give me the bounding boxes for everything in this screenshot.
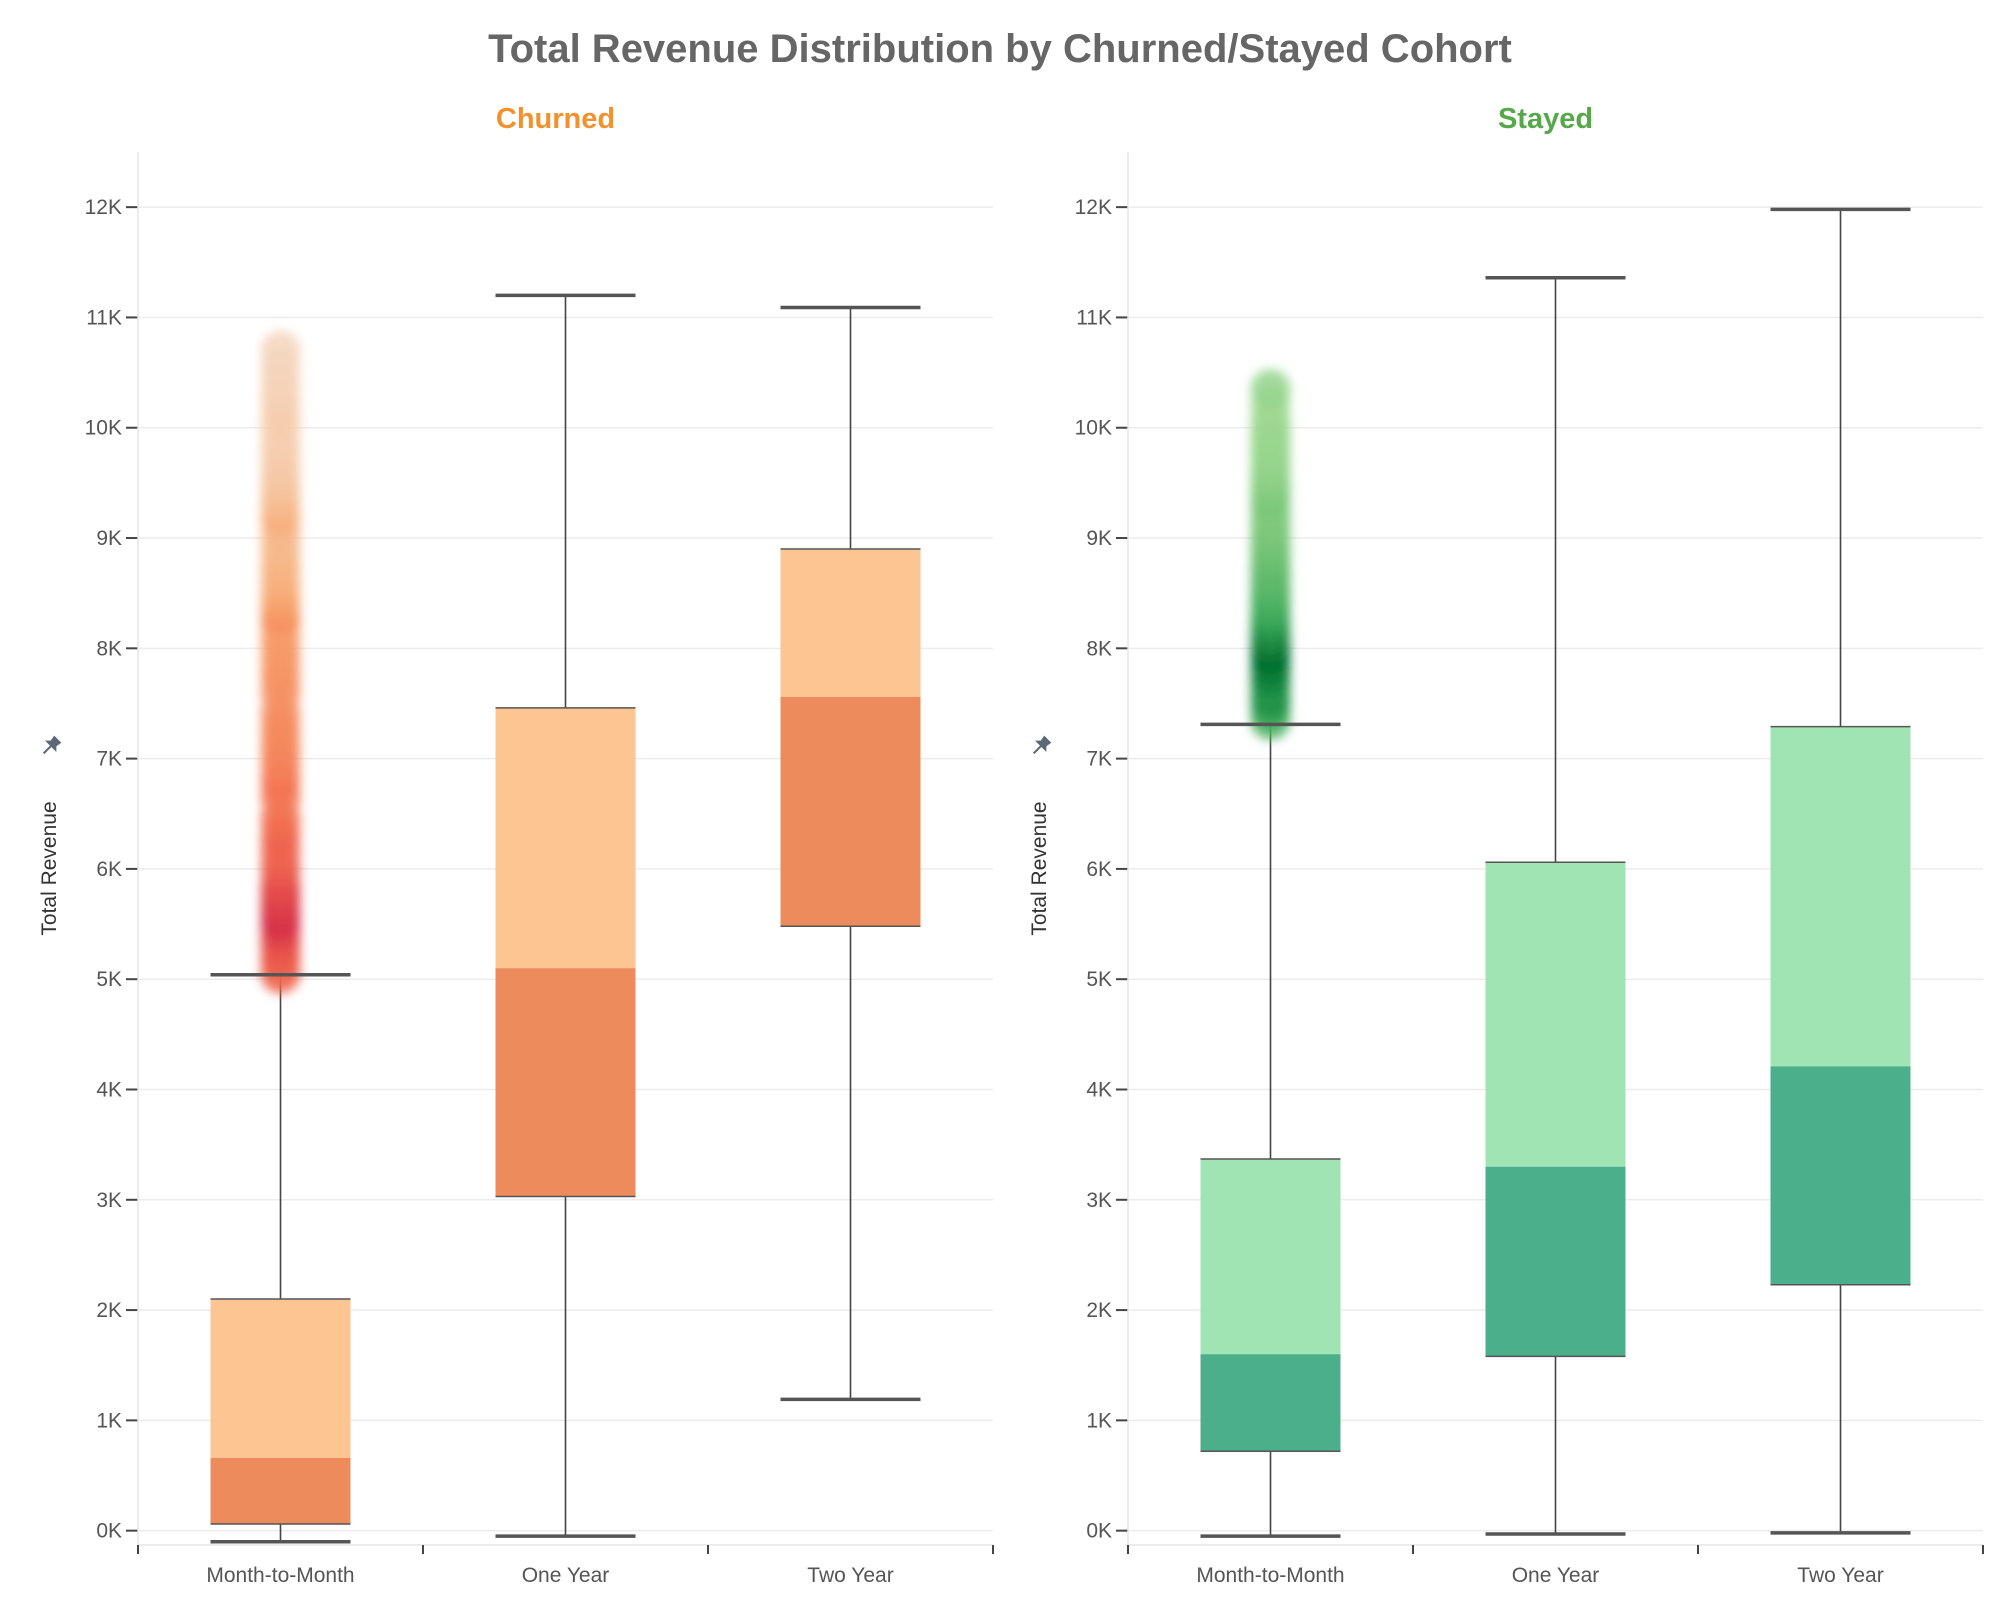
y-axis-label: Total Revenue xyxy=(1028,801,1051,935)
y-tick-label: 7K xyxy=(1086,748,1112,771)
x-tick-label: Month-to-Month xyxy=(1196,1564,1344,1587)
x-tick-label: One Year xyxy=(522,1564,610,1587)
x-tick-label: Month-to-Month xyxy=(206,1564,354,1587)
y-tick-label: 10K xyxy=(1075,417,1112,440)
box-lower-one-year xyxy=(1485,1166,1626,1357)
y-tick-label: 0K xyxy=(96,1520,122,1543)
y-tick-label: 3K xyxy=(96,1189,122,1212)
y-tick-label: 0K xyxy=(1086,1520,1112,1543)
box-lower-two-year xyxy=(1770,1066,1911,1285)
y-tick-label: 4K xyxy=(1086,1078,1112,1101)
pin-icon xyxy=(1032,735,1052,755)
outlier-point xyxy=(1250,369,1291,410)
box-upper-month-to-month xyxy=(210,1299,351,1458)
panel-churned: Churned 0K 1K 2K 3K 4K 5K 6K 7K 8K 9K 10K 11K 12K Tota… xyxy=(38,103,994,1587)
y-tick-label: 8K xyxy=(1086,637,1112,660)
y-axis-label: Total Revenue xyxy=(38,801,61,935)
y-tick-label: 11K xyxy=(1076,306,1112,329)
box-upper-one-year xyxy=(1485,862,1626,1167)
y-tick-label: 5K xyxy=(96,968,122,991)
y-tick-label: 11K xyxy=(86,306,122,329)
y-tick-label: 1K xyxy=(96,1409,122,1432)
box-upper-two-year xyxy=(780,549,921,697)
x-tick-label: Two Year xyxy=(807,1564,893,1587)
y-tick-label: 4K xyxy=(96,1078,122,1101)
chart-title: Total Revenue Distribution by Churned/St… xyxy=(488,27,1512,71)
outlier-point xyxy=(260,330,301,371)
y-tick-label: 9K xyxy=(1086,527,1112,550)
y-tick-label: 10K xyxy=(85,417,122,440)
x-tick-label: Two Year xyxy=(1797,1564,1883,1587)
box-lower-two-year xyxy=(780,696,921,927)
box-lower-one-year xyxy=(495,968,636,1197)
y-tick-label: 2K xyxy=(1086,1299,1112,1322)
outlier-group xyxy=(1250,369,1291,741)
y-tick-label: 1K xyxy=(1086,1409,1112,1432)
panel-stayed: Stayed 0K 1K 2K 3K 4K 5K 6K 7K 8K 9K 10K 11K 12K Total… xyxy=(1028,103,1984,1587)
outlier-group xyxy=(260,330,301,994)
y-tick-label: 8K xyxy=(96,637,122,660)
y-tick-label: 12K xyxy=(1075,196,1112,219)
y-tick-label: 2K xyxy=(96,1299,122,1322)
y-tick-label: 6K xyxy=(1086,858,1112,881)
x-tick-label: One Year xyxy=(1512,1564,1600,1587)
panel-title-stayed: Stayed xyxy=(1498,103,1593,135)
y-tick-label: 6K xyxy=(96,858,122,881)
panel-title-churned: Churned xyxy=(496,103,615,135)
y-tick-label: 5K xyxy=(1086,968,1112,991)
y-tick-label: 7K xyxy=(96,748,122,771)
box-upper-month-to-month xyxy=(1200,1158,1341,1355)
box-lower-month-to-month xyxy=(1200,1354,1341,1452)
y-tick-label: 12K xyxy=(85,196,122,219)
panels: Churned 0K 1K 2K 3K 4K 5K 6K 7K 8K 9K 10K 11K 12K Tota… xyxy=(38,103,1984,1587)
pin-icon xyxy=(42,735,62,755)
box-upper-one-year xyxy=(495,707,636,969)
box-lower-month-to-month xyxy=(210,1457,351,1525)
box-upper-two-year xyxy=(1770,726,1911,1067)
y-tick-label: 9K xyxy=(96,527,122,550)
y-tick-label: 3K xyxy=(1086,1189,1112,1212)
